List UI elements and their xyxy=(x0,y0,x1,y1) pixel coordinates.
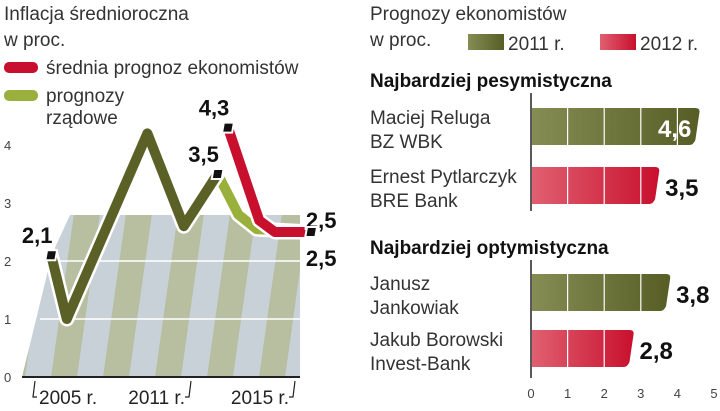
data-label: 4,3 xyxy=(199,96,230,121)
legend-swatch-2012 xyxy=(600,34,636,50)
bar-chart-title: Prognozy ekonomistów xyxy=(370,4,567,25)
legend-swatch-economists xyxy=(4,62,38,73)
data-point-marker xyxy=(220,121,236,134)
person-org: BRE Bank xyxy=(370,191,458,212)
x-tick-label: 5 xyxy=(710,386,717,401)
y-tick-label: 3 xyxy=(4,196,11,211)
bar-2012r xyxy=(532,330,634,367)
bar-value-label: 3,8 xyxy=(676,282,709,309)
bar-2011r xyxy=(532,108,700,145)
legend-label-economists: średnia prognoz ekonomistów xyxy=(46,58,299,79)
person-org: Jankowiak xyxy=(370,298,459,319)
x-tick-label: 2 xyxy=(601,386,608,401)
legend-label-2011: 2011 r. xyxy=(508,34,565,55)
line-chart-title: Inflacja średnioroczna xyxy=(4,4,189,25)
y-tick-label: 1 xyxy=(4,312,11,327)
bar-2012r xyxy=(532,167,660,204)
data-label: 2,1 xyxy=(22,223,53,248)
legend-label-government: prognozy xyxy=(46,86,125,107)
x-tick-label: 4 xyxy=(674,386,681,401)
data-point-marker xyxy=(210,168,225,180)
x-tick-label: 2005 r. xyxy=(39,388,97,409)
data-point-marker xyxy=(304,226,319,238)
y-tick-label: 2 xyxy=(4,254,11,269)
legend-label-government-2: rządowe xyxy=(46,108,118,129)
x-tick-label: 2015 r. xyxy=(231,388,289,409)
person-name: Ernest Pytlarczyk xyxy=(370,167,517,188)
bar-value-label: 3,5 xyxy=(665,175,698,202)
bar-2011r xyxy=(532,274,671,311)
x-tick-label: 2011 r. xyxy=(128,388,185,409)
bar-value-label: 4,6 xyxy=(658,116,691,143)
y-tick-label: 0 xyxy=(4,370,11,385)
x-tick-label: 0 xyxy=(527,386,534,401)
group-title: Najbardziej optymistyczna xyxy=(370,238,609,259)
group-title: Najbardziej pesymistyczna xyxy=(370,71,612,92)
x-tick xyxy=(185,380,192,398)
person-name: Janusz xyxy=(370,274,430,295)
legend-swatch-government xyxy=(4,90,38,101)
person-org: Invest-Bank xyxy=(370,354,471,375)
x-tick xyxy=(32,380,37,398)
data-label: 3,5 xyxy=(188,142,219,167)
y-tick-label: 4 xyxy=(4,138,11,153)
line-chart-subtitle: w proc. xyxy=(3,30,65,51)
person-name: Maciej Reluga xyxy=(370,108,491,129)
bar-chart-subtitle: w proc. xyxy=(369,30,431,51)
bar-value-label: 2,8 xyxy=(639,338,672,365)
legend-swatch-2011 xyxy=(468,34,504,50)
person-name: Jakub Borowski xyxy=(370,330,503,351)
series-line-2 xyxy=(223,126,312,237)
person-org: BZ WBK xyxy=(370,132,443,153)
x-tick-label: 3 xyxy=(637,386,644,401)
series-line-0 xyxy=(46,128,222,324)
x-tick xyxy=(289,380,296,398)
legend-label-2012: 2012 r. xyxy=(640,34,698,55)
x-tick-label: 1 xyxy=(564,386,571,401)
data-point-marker xyxy=(44,249,59,262)
data-label: 2,5 xyxy=(306,246,337,271)
